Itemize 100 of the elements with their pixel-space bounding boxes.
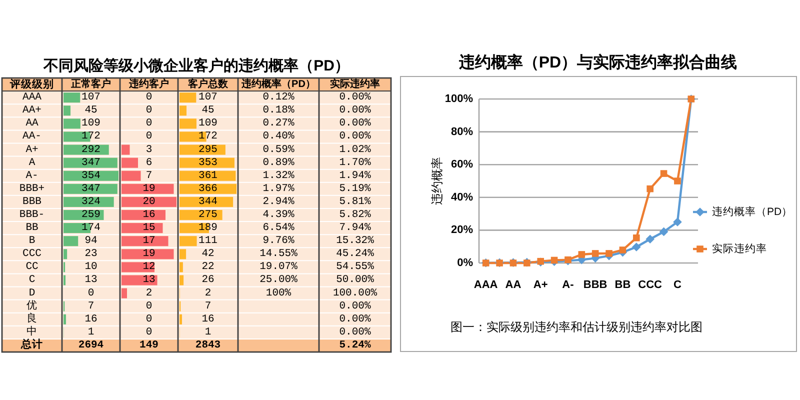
cell-label: 16	[142, 209, 156, 221]
cell-label: 50.00%	[336, 274, 374, 286]
cell-label: 259	[82, 209, 100, 221]
row-label: CC	[26, 261, 38, 274]
cell-label: 7	[204, 300, 212, 312]
cell-label: 361	[198, 170, 218, 182]
y-tick: 40%	[450, 191, 473, 204]
cell-label: 107	[82, 92, 100, 104]
cell-label: 22	[202, 261, 214, 274]
cell-label: 353	[198, 156, 218, 169]
cell-label: 25.00%	[260, 274, 298, 286]
cell-label: 2	[204, 287, 212, 300]
cell-label: 0.27%	[262, 118, 294, 130]
cell-label: 7	[146, 170, 152, 182]
cell-label: 3	[146, 144, 152, 156]
cell-label: 15.32%	[336, 235, 374, 248]
cell-label: 6.54%	[262, 222, 294, 234]
cell-label: 1	[88, 326, 94, 338]
cell-label: 1.32%	[262, 170, 294, 182]
title: 违约概率（PD）与实际违约率拟合曲线	[458, 54, 738, 72]
cell-label: 14.55%	[260, 248, 298, 260]
x-tick: CCC	[638, 279, 662, 291]
row-label: AA-	[22, 130, 42, 143]
cell-label: 19.07%	[260, 261, 298, 274]
cell-label: 6	[146, 156, 152, 169]
row-label: AA+	[22, 104, 42, 117]
cell-label: 16	[202, 313, 214, 326]
cell-label: 0.40%	[262, 130, 294, 143]
cell-label: 7	[88, 300, 94, 312]
cell-label: 17	[142, 235, 156, 248]
cell-label: 1.70%	[339, 156, 371, 169]
cell-label: 292	[82, 144, 100, 156]
cell-label: 16	[84, 313, 98, 326]
row-label: BBB+	[19, 182, 45, 195]
cell-label: 347	[82, 156, 100, 169]
cell-label: 0	[146, 92, 152, 104]
row-label: 优	[26, 300, 38, 312]
row-label: A+	[26, 144, 38, 156]
x-tick: BB	[614, 279, 631, 291]
cell-label: 0.00%	[339, 92, 371, 104]
cell-label: 275	[198, 209, 218, 221]
y-label: 违约概率	[430, 157, 444, 205]
cell-label: 26	[202, 274, 214, 286]
y-tick: 60%	[450, 158, 473, 171]
cell-label: 0.59%	[262, 144, 294, 156]
cell-label: 94	[84, 235, 98, 248]
y-tick: 100%	[444, 93, 473, 105]
header: 违约客户	[129, 79, 169, 90]
cell-label: 54.55%	[336, 261, 374, 274]
y-tick: 80%	[450, 126, 473, 138]
cell-label: 111	[198, 235, 218, 248]
cell-label: 0.00%	[339, 313, 371, 326]
row-label: AA	[26, 118, 38, 130]
row-label: 良	[26, 313, 38, 326]
header: 客户总数	[188, 79, 228, 90]
cell-label: 149	[140, 339, 158, 352]
cell-label: 12	[142, 261, 156, 274]
cell-label: 0.00%	[339, 300, 371, 312]
cell-label: 5.82%	[339, 209, 371, 221]
cell-label: 347	[82, 182, 100, 195]
row-label: AAA	[22, 92, 42, 104]
row-label: D	[28, 287, 36, 300]
y-tick: 0%	[457, 257, 473, 269]
cell-label: 2694	[78, 339, 104, 352]
cell-label: 15	[142, 222, 156, 234]
cell-label: 4.39%	[262, 209, 294, 221]
cell-label: 45.24%	[336, 248, 374, 260]
annotation: 图一：实际级别违约率和估计级别违约率对比图	[450, 320, 702, 334]
row-label: A	[28, 156, 36, 169]
cell-label: 344	[198, 196, 218, 208]
header: 实际违约率	[330, 79, 380, 90]
cell-label: 0.12%	[262, 92, 294, 104]
cell-label: 2.94%	[262, 196, 294, 208]
legend: 实际违约率	[712, 243, 767, 255]
cell-label: 5.81%	[339, 196, 371, 208]
cell-label: 0	[146, 118, 152, 130]
row-label: BB	[26, 222, 38, 234]
cell-label: 0.18%	[262, 104, 294, 117]
cell-label: 100%	[266, 287, 292, 300]
cell-label: 2843	[195, 339, 221, 352]
x-tick: BBB	[583, 279, 608, 291]
cell-label: 2	[146, 287, 152, 300]
x-tick: A+	[533, 279, 548, 291]
header: 违约概率（PD）	[242, 79, 316, 90]
cell-label: 1.02%	[339, 144, 371, 156]
cell-label: 19	[142, 182, 156, 195]
cell-label: 295	[198, 144, 218, 156]
cell-label: 354	[82, 170, 100, 182]
row-label: 总计	[21, 339, 43, 352]
row-label: CCC	[22, 248, 42, 260]
cell-label: 109	[82, 118, 100, 130]
cell-label: 45	[84, 104, 98, 117]
cell-label: 0	[146, 313, 152, 326]
row-label: C	[28, 274, 36, 286]
legend: 违约概率（PD）	[712, 206, 793, 218]
x-tick: AAA	[474, 279, 498, 291]
cell-label: 107	[198, 92, 218, 104]
cell-label: 0.00%	[339, 326, 371, 338]
cell-label: 1.94%	[339, 170, 371, 182]
cell-label: 20	[142, 196, 156, 208]
